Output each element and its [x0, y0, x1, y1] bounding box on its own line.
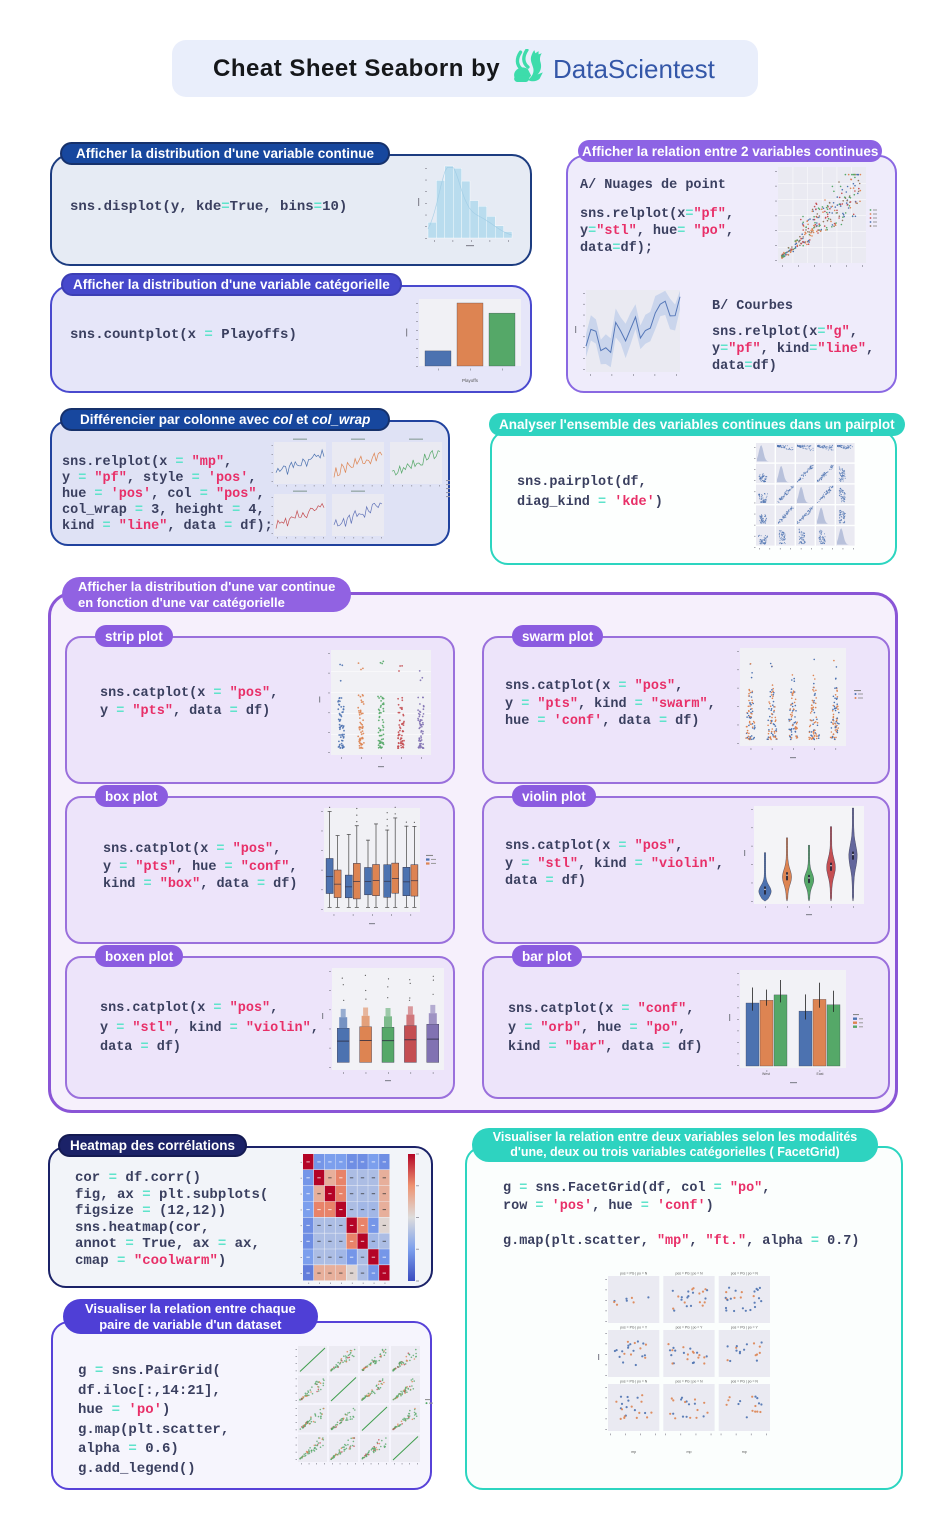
svg-text:East: East — [816, 1072, 823, 1076]
svg-text:mp: mp — [742, 1450, 747, 1454]
svg-text:pos = PG | po = N: pos = PG | po = N — [675, 1380, 703, 1384]
svg-text:mp: mp — [631, 1450, 636, 1454]
svg-text:pos = PG | po = Y: pos = PG | po = Y — [676, 1326, 704, 1330]
svg-text:pos = PG | po = N: pos = PG | po = N — [675, 1272, 703, 1276]
svg-text:Playoffs: Playoffs — [462, 378, 479, 383]
svg-text:pos = PG | po = N: pos = PG | po = N — [731, 1272, 759, 1276]
svg-text:pos = PG | po = N: pos = PG | po = N — [731, 1380, 759, 1384]
svg-text:pos = PG | po = Y: pos = PG | po = Y — [620, 1326, 648, 1330]
svg-text:pos = PG | po = N: pos = PG | po = N — [620, 1272, 648, 1276]
svg-text:mp: mp — [687, 1450, 692, 1454]
svg-text:pos = PG | po = Y: pos = PG | po = Y — [731, 1326, 759, 1330]
svg-text:West: West — [762, 1072, 770, 1076]
svg-text:pos = PG | po = N: pos = PG | po = N — [620, 1380, 648, 1384]
